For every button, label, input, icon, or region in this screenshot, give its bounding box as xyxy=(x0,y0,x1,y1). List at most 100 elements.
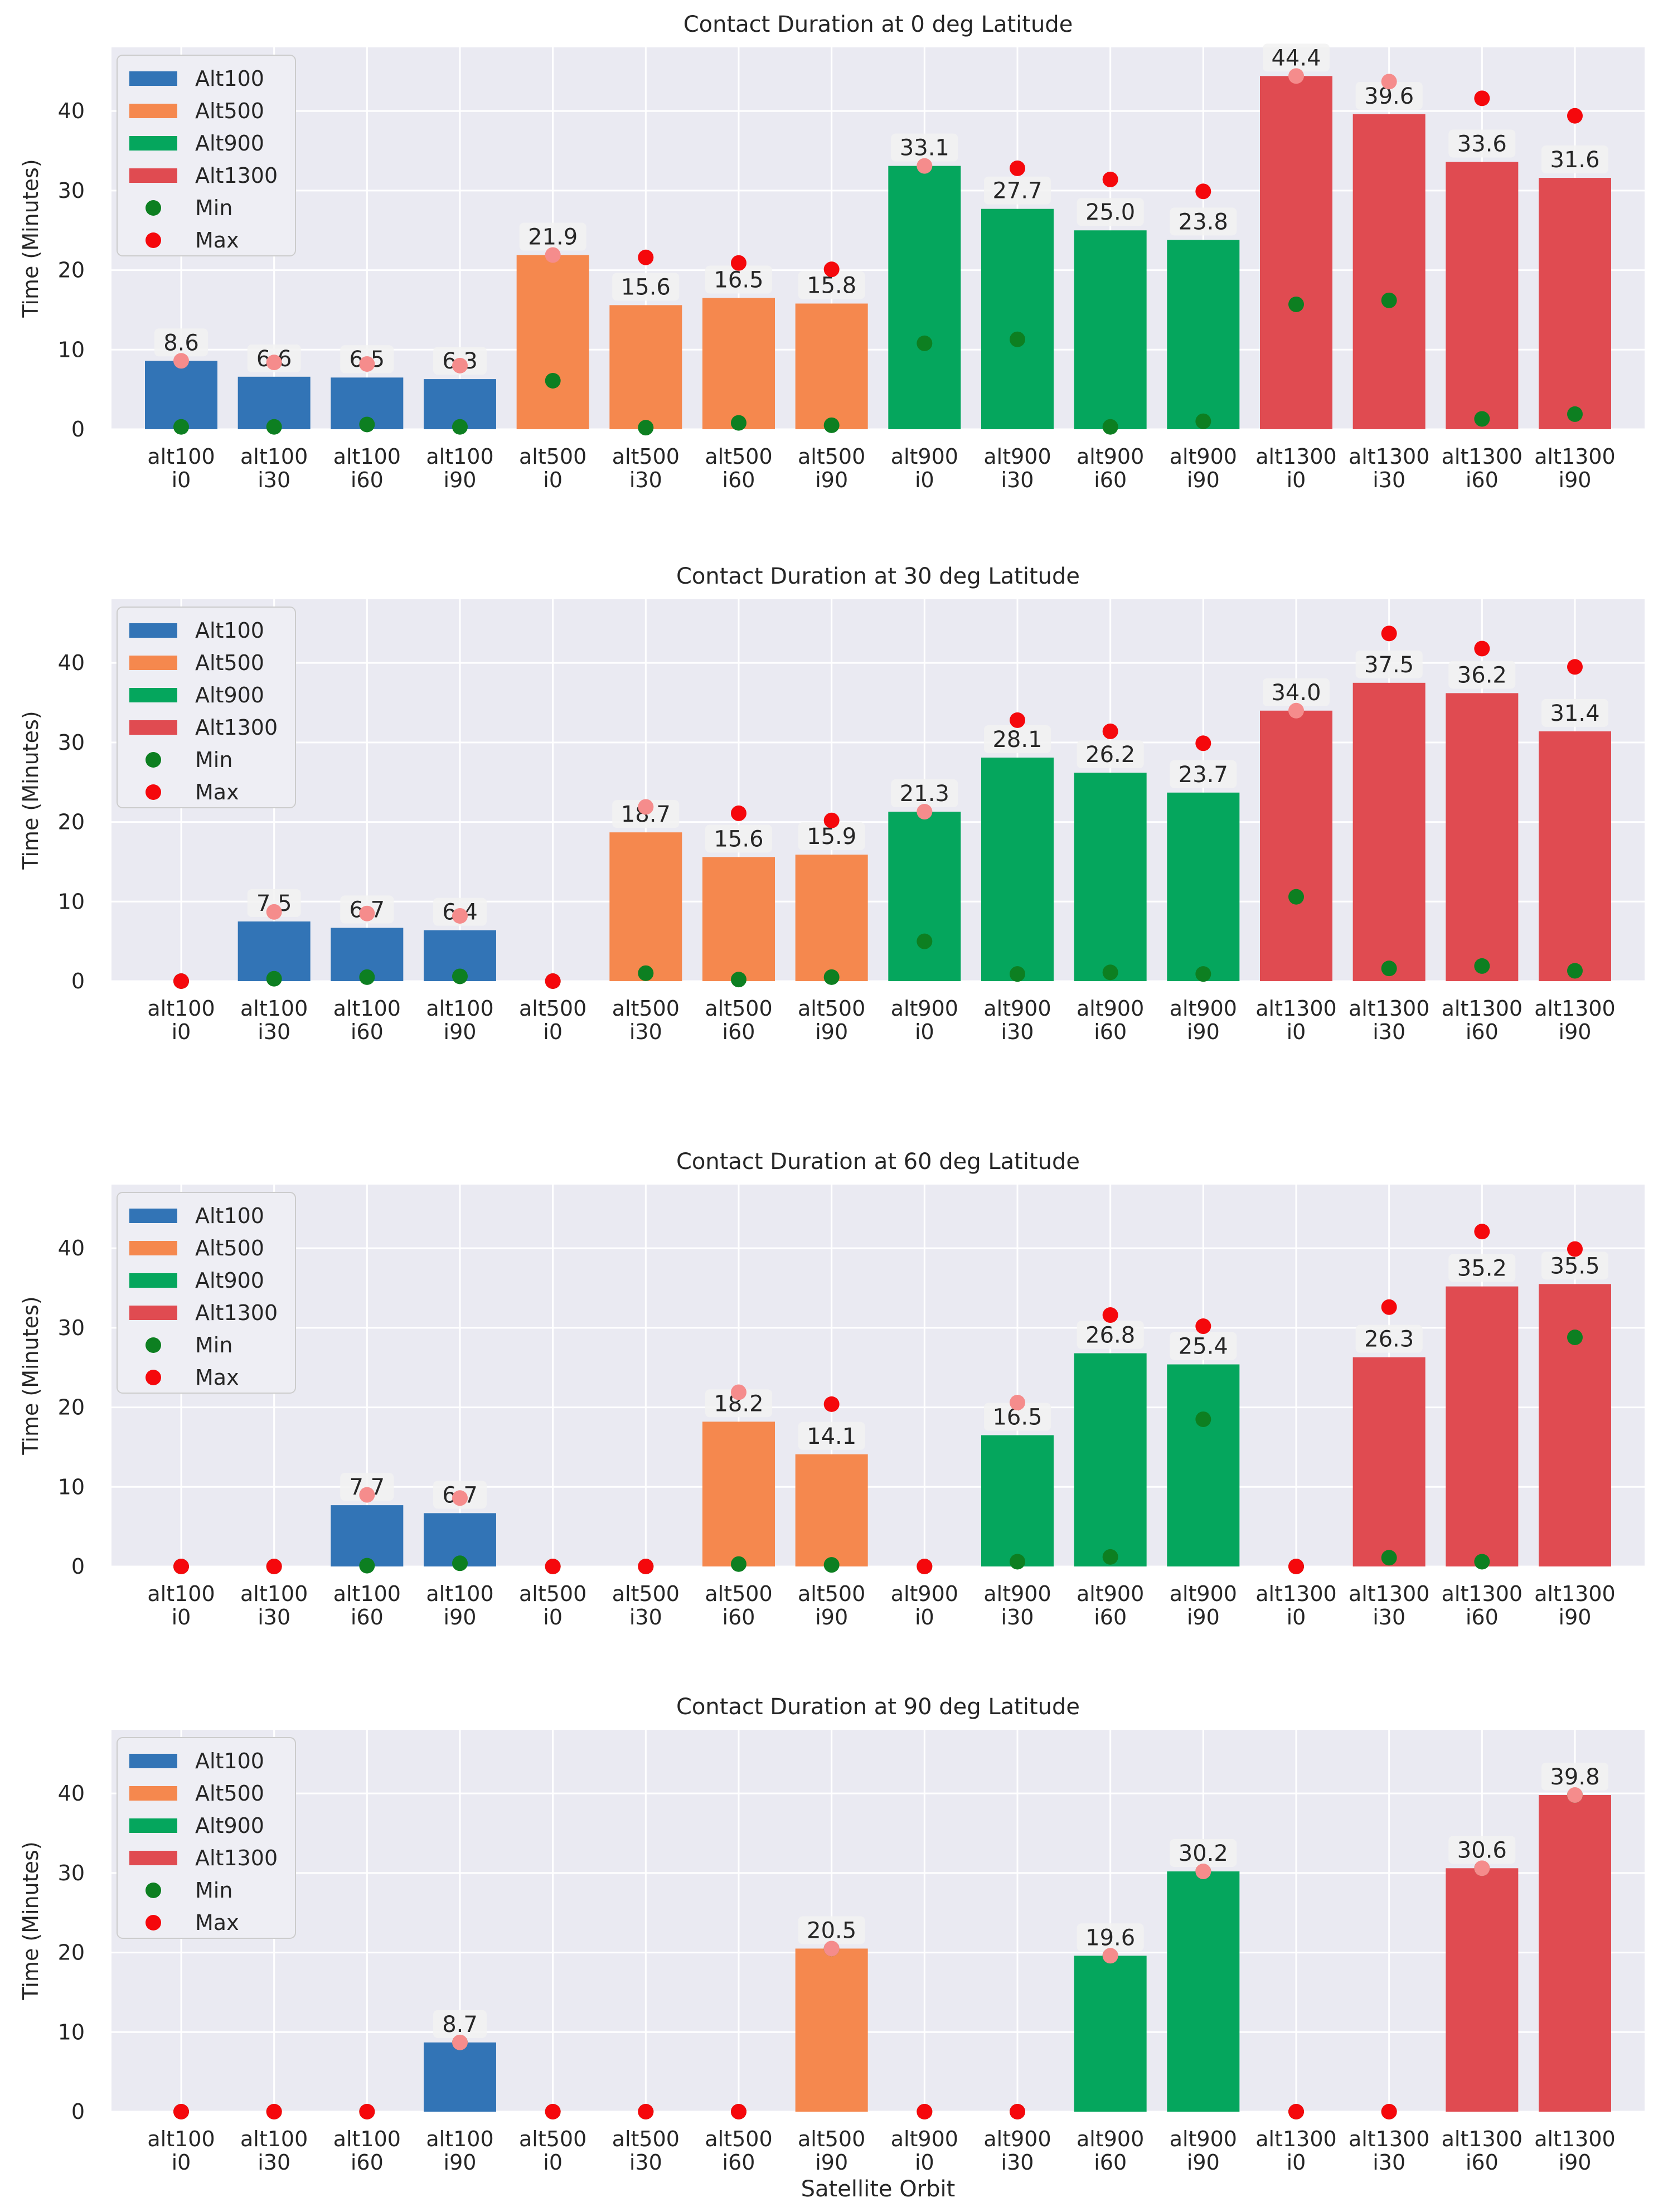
legend-label: Alt100 xyxy=(195,66,264,91)
data-label-box xyxy=(1448,129,1516,158)
max-point xyxy=(452,908,468,924)
max-point xyxy=(823,261,840,278)
x-tick-label: alt100 xyxy=(426,1582,493,1606)
x-tick-label: alt1300 xyxy=(1255,996,1336,1021)
data-label: 31.6 xyxy=(1550,147,1599,173)
x-tick-label: alt500 xyxy=(798,1582,865,1606)
bar xyxy=(888,812,961,981)
data-label-box xyxy=(247,889,301,917)
chart-panel-3: 0 10 20 30 40 Contact Duration at 60 deg Lati… xyxy=(18,1149,1645,1629)
data-label-box xyxy=(1541,1251,1608,1280)
x-tick-label-sub: i60 xyxy=(1466,2150,1499,2175)
data-label: 35.2 xyxy=(1457,1256,1507,1282)
bar xyxy=(795,303,868,429)
y-tick-label: 20 xyxy=(58,810,85,835)
data-label: 39.8 xyxy=(1550,1764,1599,1790)
x-tick-label: alt500 xyxy=(519,444,586,469)
y-tick-label: 40 xyxy=(58,1236,85,1260)
bar xyxy=(1074,1353,1147,1566)
data-label-box xyxy=(1077,1923,1144,1952)
max-point xyxy=(545,247,561,263)
legend-swatch xyxy=(129,1306,177,1320)
data-label: 8.7 xyxy=(442,2012,478,2038)
bar xyxy=(795,855,868,981)
min-point xyxy=(1381,961,1397,977)
max-point xyxy=(1288,1559,1304,1574)
x-tick-label: alt100 xyxy=(240,2127,308,2151)
x-tick-label-sub: i60 xyxy=(351,1020,384,1044)
x-tick-label: alt900 xyxy=(983,1582,1051,1606)
data-label: 15.9 xyxy=(807,824,856,850)
x-tick-label-sub: i90 xyxy=(1559,468,1592,492)
legend-label: Max xyxy=(195,1910,239,1935)
legend-label: Alt100 xyxy=(195,1204,264,1228)
bar xyxy=(702,1422,775,1566)
legend-label: Alt1300 xyxy=(195,1301,278,1325)
x-tick-label-sub: i60 xyxy=(1466,1605,1499,1629)
x-tick-label: alt500 xyxy=(798,996,865,1021)
bar xyxy=(1167,792,1240,981)
max-point xyxy=(1288,702,1304,719)
max-point xyxy=(1474,641,1490,657)
legend-label: Min xyxy=(195,196,232,220)
max-point xyxy=(1195,1318,1211,1335)
x-tick-label-sub: i30 xyxy=(629,1020,662,1044)
bar xyxy=(981,1435,1054,1566)
bar xyxy=(1074,1956,1147,2112)
x-tick-label: alt1300 xyxy=(1534,996,1615,1021)
legend-label: Min xyxy=(195,1333,232,1357)
y-tick-label: 20 xyxy=(58,1395,85,1420)
data-label-box xyxy=(705,824,772,853)
y-tick-label: 10 xyxy=(58,2020,85,2044)
max-point xyxy=(359,1487,375,1503)
data-label: 21.9 xyxy=(528,224,578,250)
max-point xyxy=(917,1559,933,1574)
data-label: 27.7 xyxy=(992,178,1042,204)
max-point xyxy=(1567,108,1583,124)
x-tick-label: alt500 xyxy=(798,444,865,469)
max-point xyxy=(266,2104,282,2119)
x-tick-label: alt500 xyxy=(519,1582,586,1606)
legend-swatch xyxy=(129,104,177,118)
x-tick-label: alt1300 xyxy=(1255,444,1336,469)
min-point xyxy=(266,419,282,435)
y-tick-label: 10 xyxy=(58,889,85,914)
y-axis-label: Time (Minutes) xyxy=(18,711,43,870)
data-label-box xyxy=(1541,698,1608,727)
max-point xyxy=(1102,1948,1118,1964)
x-tick-label-sub: i0 xyxy=(543,468,563,492)
x-tick-label-sub: i90 xyxy=(1559,1020,1592,1044)
x-tick-label: alt500 xyxy=(612,2127,680,2151)
bar xyxy=(702,298,775,429)
y-axis-label: Time (Minutes) xyxy=(18,1296,43,1455)
x-tick-label-sub: i30 xyxy=(1373,468,1405,492)
max-point xyxy=(731,2104,746,2119)
data-label: 21.3 xyxy=(900,781,949,807)
x-tick-label-sub: i60 xyxy=(723,2150,755,2175)
bar xyxy=(1446,162,1519,429)
x-tick-label: alt500 xyxy=(705,2127,772,2151)
x-tick-label-sub: i60 xyxy=(1094,1605,1127,1629)
legend-label: Alt900 xyxy=(195,683,264,707)
min-point xyxy=(823,969,840,985)
legend-swatch xyxy=(129,656,177,670)
data-label-box xyxy=(705,1389,772,1418)
legend-marker xyxy=(146,1883,161,1898)
min-point xyxy=(1010,331,1025,347)
x-tick-label-sub: i0 xyxy=(172,468,191,492)
max-point xyxy=(917,158,933,174)
x-tick-label-sub: i90 xyxy=(444,468,477,492)
x-tick-label: alt500 xyxy=(705,996,772,1021)
data-label: 15.6 xyxy=(714,826,763,852)
legend-label: Alt1300 xyxy=(195,715,278,740)
legend-marker xyxy=(146,200,161,216)
max-point xyxy=(731,805,746,821)
y-tick-label: 0 xyxy=(71,1554,85,1579)
chart-title: Contact Duration at 30 deg Latitude xyxy=(676,564,1080,589)
data-label-box xyxy=(340,1473,394,1501)
x-tick-label: alt500 xyxy=(519,2127,586,2151)
bar xyxy=(795,1948,868,2112)
legend-swatch xyxy=(129,1241,177,1255)
bar xyxy=(1539,1284,1611,1566)
min-point xyxy=(1195,1411,1211,1427)
